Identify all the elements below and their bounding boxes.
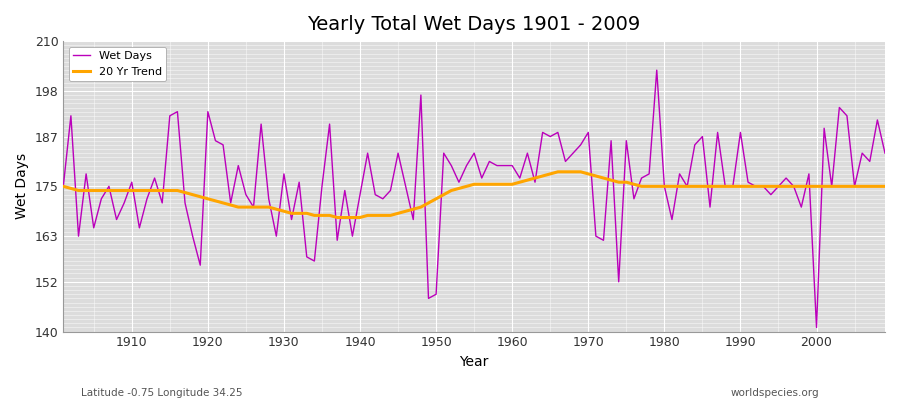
Y-axis label: Wet Days: Wet Days bbox=[15, 153, 29, 220]
Wet Days bbox=[652, 68, 662, 72]
20 Yr Trend bbox=[879, 184, 890, 189]
Legend: Wet Days, 20 Yr Trend: Wet Days, 20 Yr Trend bbox=[68, 47, 166, 81]
Wet Days bbox=[119, 200, 130, 205]
20 Yr Trend bbox=[613, 180, 624, 184]
Text: worldspecies.org: worldspecies.org bbox=[731, 388, 819, 398]
20 Yr Trend bbox=[507, 182, 517, 187]
Line: 20 Yr Trend: 20 Yr Trend bbox=[63, 172, 885, 218]
Wet Days bbox=[332, 238, 343, 243]
X-axis label: Year: Year bbox=[460, 355, 489, 369]
Wet Days bbox=[879, 151, 890, 156]
20 Yr Trend bbox=[119, 188, 130, 193]
20 Yr Trend bbox=[339, 215, 350, 220]
20 Yr Trend bbox=[515, 180, 526, 184]
Wet Days bbox=[500, 163, 510, 168]
Wet Days bbox=[811, 325, 822, 330]
Wet Days bbox=[598, 238, 609, 243]
20 Yr Trend bbox=[553, 170, 563, 174]
Wet Days bbox=[507, 163, 517, 168]
20 Yr Trend bbox=[58, 184, 68, 189]
Text: Latitude -0.75 Longitude 34.25: Latitude -0.75 Longitude 34.25 bbox=[81, 388, 242, 398]
20 Yr Trend bbox=[332, 215, 343, 220]
Title: Yearly Total Wet Days 1901 - 2009: Yearly Total Wet Days 1901 - 2009 bbox=[308, 15, 641, 34]
Line: Wet Days: Wet Days bbox=[63, 70, 885, 328]
20 Yr Trend bbox=[286, 211, 297, 216]
Wet Days bbox=[58, 184, 68, 189]
Wet Days bbox=[286, 217, 297, 222]
